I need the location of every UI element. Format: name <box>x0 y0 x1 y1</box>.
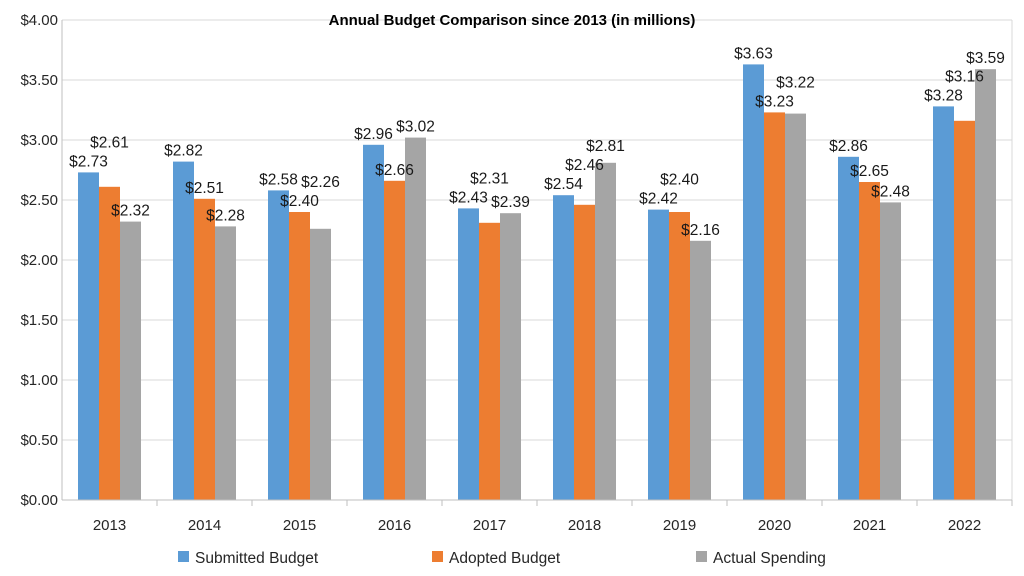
data-label: $3.22 <box>776 74 815 91</box>
bar <box>785 113 806 500</box>
data-label: $2.48 <box>871 183 910 200</box>
legend: Submitted Budget Adopted Budget Actual Spe… <box>178 550 826 567</box>
x-tick-label: 2017 <box>473 517 506 534</box>
y-tick-label: $0.00 <box>20 492 58 509</box>
data-label: $2.46 <box>565 157 604 174</box>
data-label: $3.59 <box>966 50 1005 67</box>
legend-label: Submitted Budget <box>195 550 319 567</box>
bar <box>880 202 901 500</box>
data-label: $2.73 <box>69 153 108 170</box>
bar <box>384 180 405 501</box>
data-label: $2.32 <box>111 203 150 220</box>
data-label: $2.51 <box>185 180 224 197</box>
data-label: $2.28 <box>206 207 245 224</box>
data-labels: $2.73 $2.61 $2.32 $2.82 $2.51 $2.28 $2.58 $2.40… <box>69 45 1005 238</box>
bar <box>838 156 859 501</box>
x-tick-label: 2019 <box>663 517 696 534</box>
bar <box>553 195 574 500</box>
bar <box>215 226 236 500</box>
bar <box>500 213 521 500</box>
data-label: $2.86 <box>829 138 868 155</box>
x-tick-label: 2013 <box>93 517 126 534</box>
bar <box>764 112 785 501</box>
bar <box>268 190 289 500</box>
bar <box>173 161 194 500</box>
y-tick-label: $2.50 <box>20 192 58 209</box>
y-tick-label: $1.50 <box>20 312 58 329</box>
bar <box>975 69 996 500</box>
data-label: $2.81 <box>586 138 625 155</box>
bar <box>859 182 880 500</box>
data-label: $2.65 <box>850 163 889 180</box>
bar <box>595 162 616 501</box>
x-tick-label: 2018 <box>568 517 601 534</box>
bar <box>954 120 975 501</box>
bar <box>690 240 711 501</box>
y-tick-label: $4.00 <box>20 12 58 29</box>
legend-swatch <box>432 551 443 562</box>
bars <box>78 64 996 501</box>
bar <box>310 228 331 501</box>
bar <box>194 198 215 501</box>
x-tick-label: 2014 <box>188 517 221 534</box>
bar <box>574 204 595 501</box>
bar <box>78 172 99 500</box>
data-label: $2.66 <box>375 162 414 179</box>
data-label: $2.40 <box>660 172 699 189</box>
data-label: $2.82 <box>164 143 203 160</box>
data-label: $2.31 <box>470 170 509 187</box>
bar <box>405 137 426 500</box>
x-tick-label: 2021 <box>853 517 886 534</box>
data-label: $2.54 <box>544 176 583 193</box>
data-label: $2.16 <box>681 222 720 239</box>
bar <box>120 221 141 500</box>
y-tick-label: $3.50 <box>20 72 58 89</box>
data-label: $2.39 <box>491 194 530 211</box>
bar <box>669 212 690 500</box>
legend-swatch <box>696 551 707 562</box>
bar <box>99 186 120 501</box>
bar <box>743 64 764 501</box>
x-tick-label: 2020 <box>758 517 791 534</box>
data-label: $2.42 <box>639 191 678 208</box>
chart-title: Annual Budget Comparison since 2013 (in … <box>329 12 696 29</box>
bar <box>363 144 384 501</box>
data-label: $3.63 <box>734 45 773 62</box>
y-tick-label: $0.50 <box>20 432 58 449</box>
legend-label: Actual Spending <box>713 550 826 567</box>
bar <box>458 208 479 500</box>
axes: $0.00 $0.50 $1.00 $1.50 $2.00 $2.50 $3.00 $3.50… <box>20 12 1013 534</box>
bar <box>648 209 669 500</box>
y-tick-label: $2.00 <box>20 252 58 269</box>
data-label: $3.02 <box>396 119 435 136</box>
x-tick-label: 2015 <box>283 517 316 534</box>
bar <box>479 222 500 501</box>
data-label: $2.26 <box>301 174 340 191</box>
y-tick-label: $1.00 <box>20 372 58 389</box>
bar <box>933 106 954 501</box>
data-label: $3.16 <box>945 68 984 85</box>
data-label: $2.40 <box>280 193 319 210</box>
data-label: $2.58 <box>259 171 298 188</box>
x-tick-label: 2022 <box>948 517 981 534</box>
data-label: $2.61 <box>90 134 129 151</box>
legend-swatch <box>178 551 189 562</box>
data-label: $3.23 <box>755 93 794 110</box>
x-tick-label: 2016 <box>378 517 411 534</box>
legend-label: Adopted Budget <box>449 550 561 567</box>
bar <box>289 212 310 500</box>
data-label: $3.28 <box>924 87 963 104</box>
data-label: $2.43 <box>449 189 488 206</box>
data-label: $2.96 <box>354 126 393 143</box>
y-tick-label: $3.00 <box>20 132 58 149</box>
